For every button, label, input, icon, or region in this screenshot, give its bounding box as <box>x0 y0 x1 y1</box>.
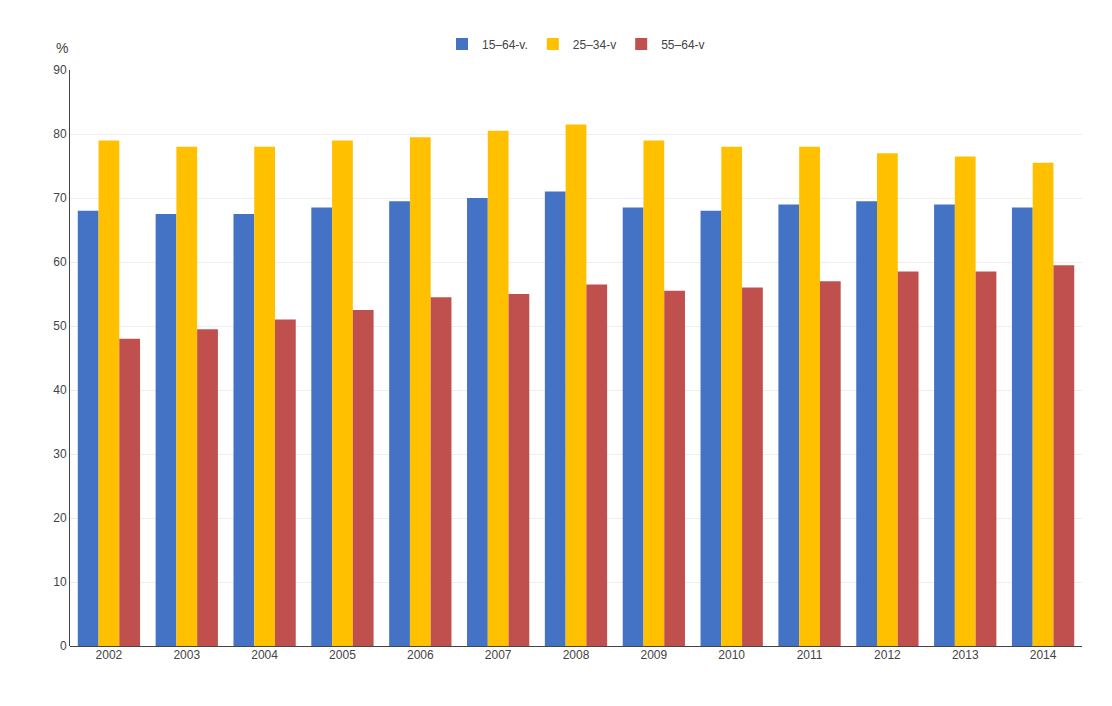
svg-text:10: 10 <box>53 575 67 589</box>
svg-text:60: 60 <box>53 255 67 269</box>
svg-text:20: 20 <box>53 511 67 525</box>
svg-text:2008: 2008 <box>563 648 590 662</box>
svg-text:50: 50 <box>53 319 67 333</box>
svg-text:2007: 2007 <box>485 648 512 662</box>
svg-text:2006: 2006 <box>407 648 434 662</box>
svg-text:40: 40 <box>53 383 67 397</box>
svg-text:2014: 2014 <box>1030 648 1057 662</box>
svg-text:2004: 2004 <box>251 648 278 662</box>
svg-text:70: 70 <box>53 191 67 205</box>
svg-text:80: 80 <box>53 127 67 141</box>
svg-text:2012: 2012 <box>874 648 901 662</box>
svg-text:15–64-v.: 15–64-v. <box>482 38 528 52</box>
svg-text:2005: 2005 <box>329 648 356 662</box>
svg-text:55–64-v: 55–64-v <box>661 38 704 52</box>
svg-text:2003: 2003 <box>173 648 200 662</box>
svg-text:30: 30 <box>53 447 67 461</box>
svg-text:%: % <box>56 40 68 56</box>
svg-text:2009: 2009 <box>640 648 667 662</box>
svg-text:2010: 2010 <box>718 648 745 662</box>
svg-text:25–34-v: 25–34-v <box>573 38 616 52</box>
svg-text:2013: 2013 <box>952 648 979 662</box>
svg-text:2002: 2002 <box>96 648 123 662</box>
svg-text:0: 0 <box>60 639 67 653</box>
svg-text:2011: 2011 <box>797 648 823 662</box>
svg-text:90: 90 <box>53 63 67 77</box>
